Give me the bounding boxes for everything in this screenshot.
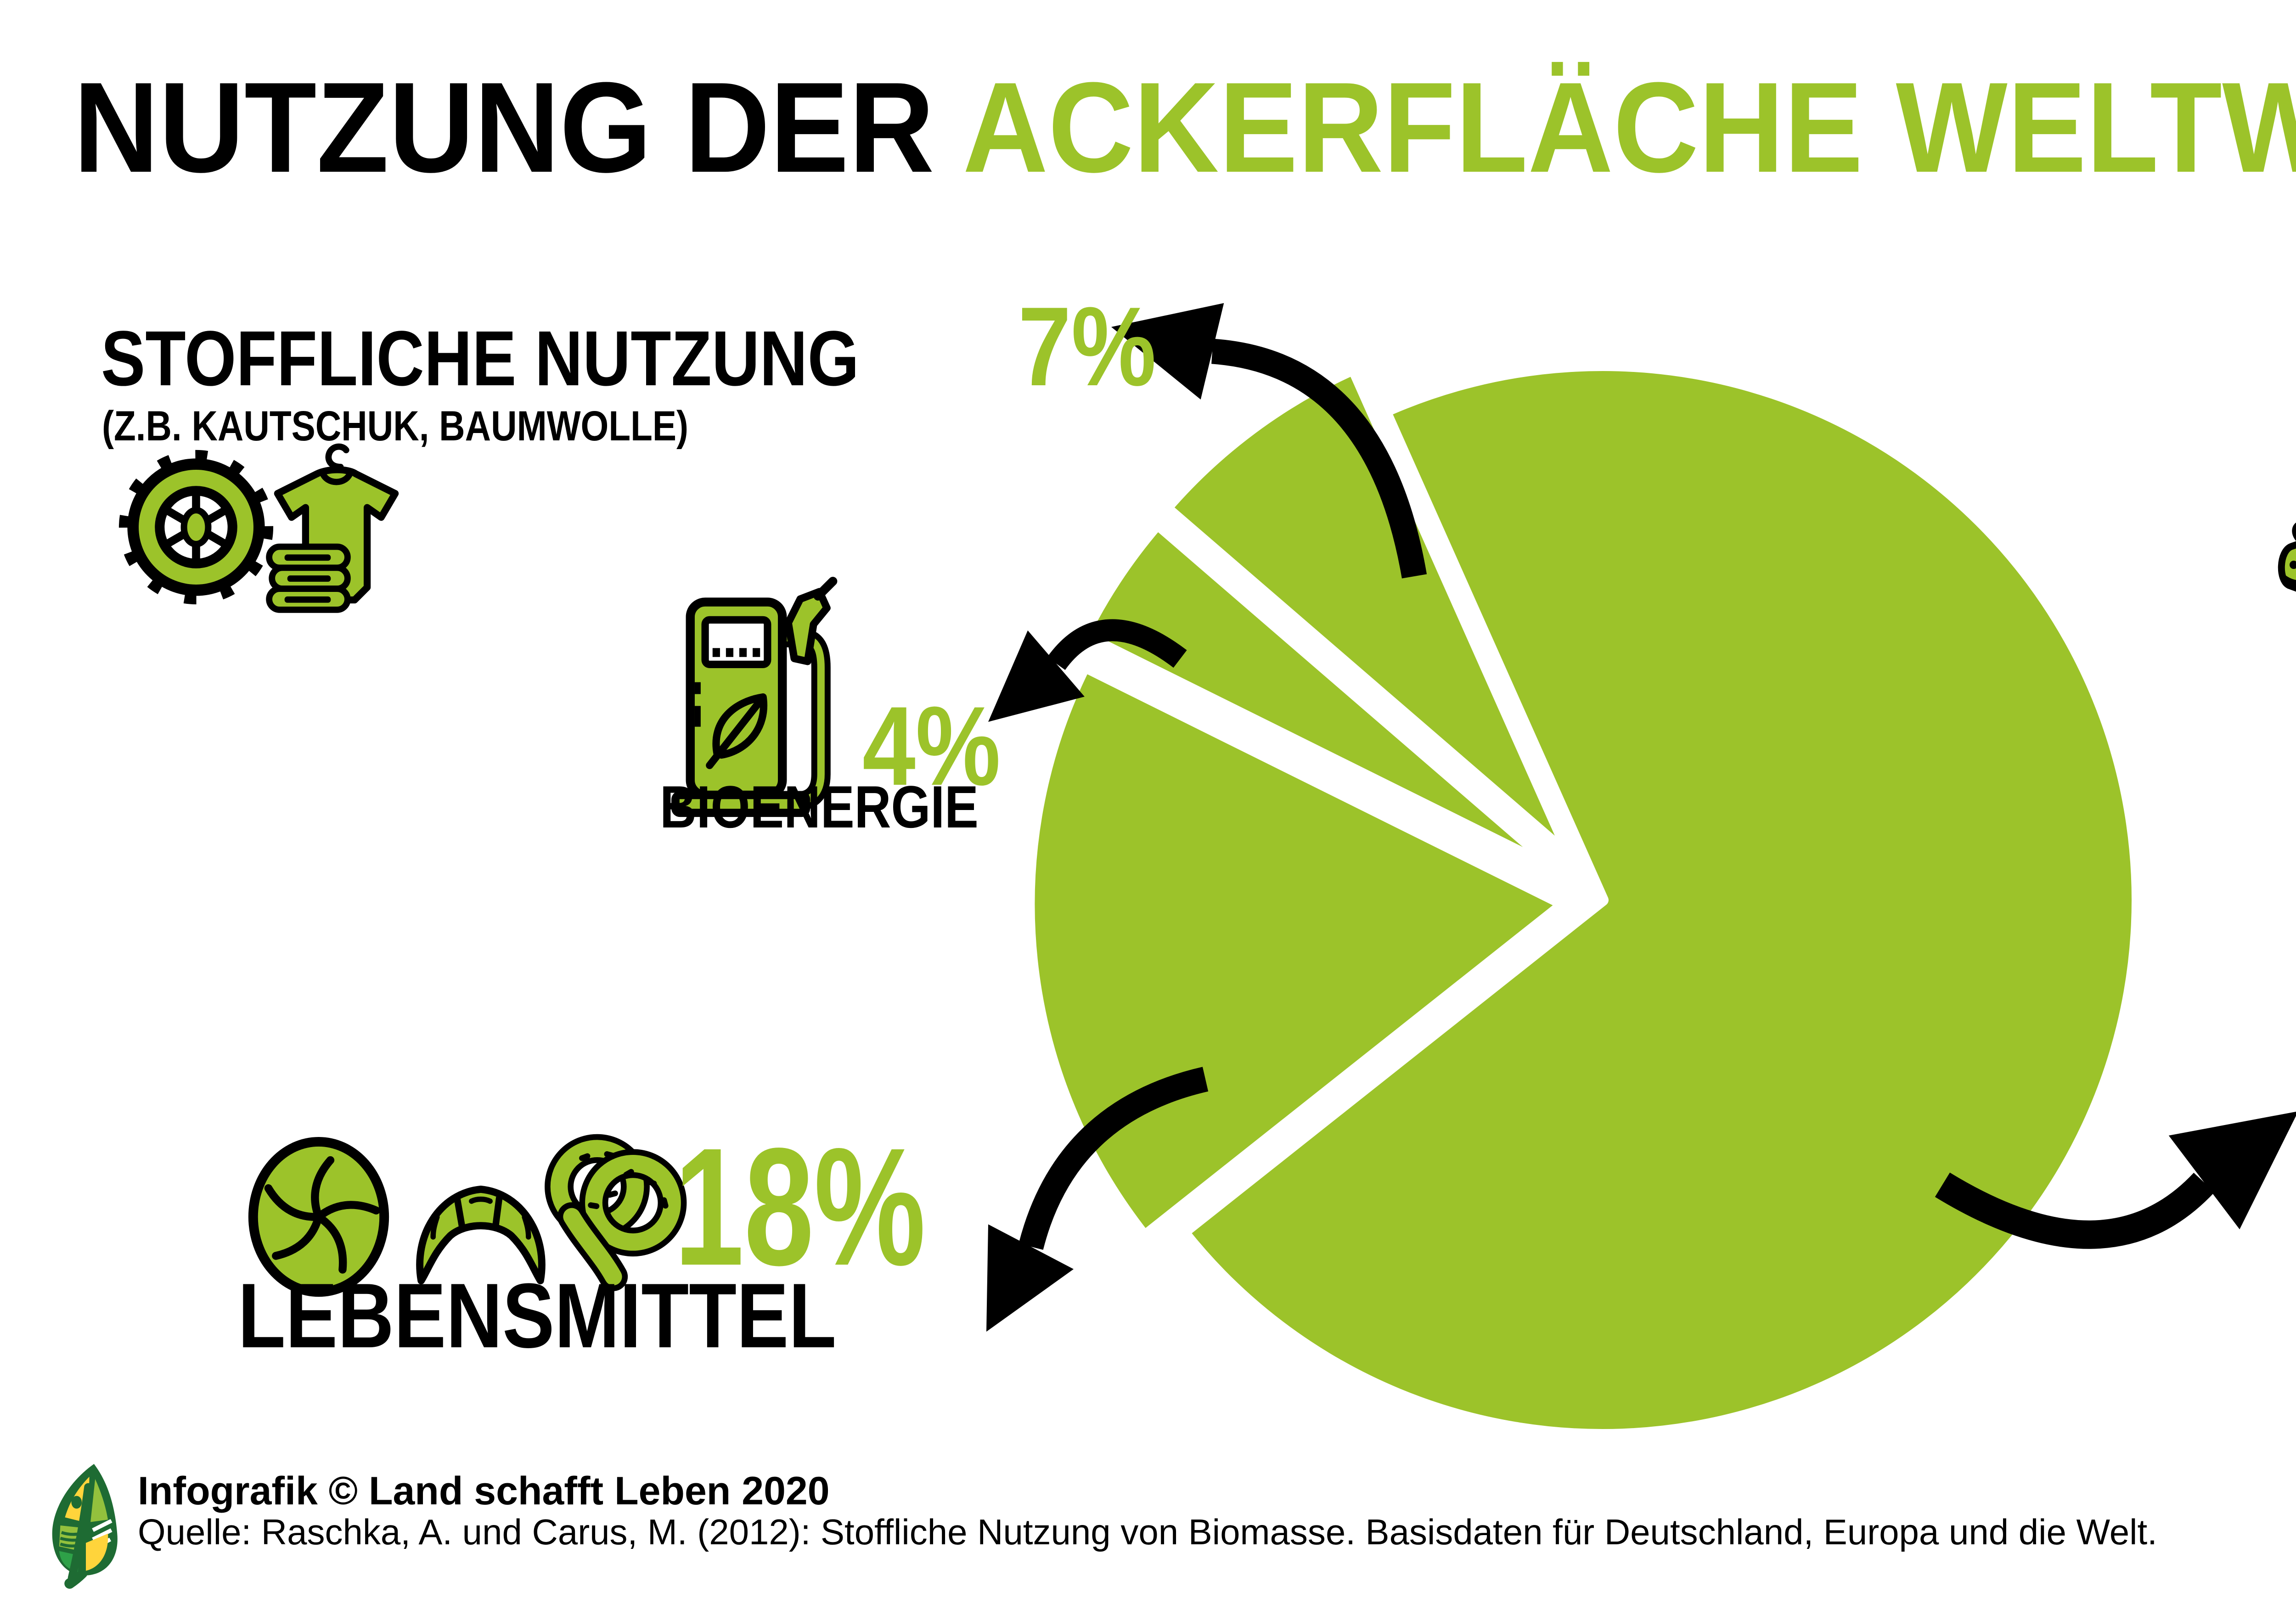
bread-roll-icon (248, 1137, 389, 1297)
stoffliche-label: STOFFLICHE NUTZUNG (101, 315, 859, 402)
bioenergie-value: 4% (862, 683, 1001, 809)
footer-credit: Infografik © Land schafft Leben 2020 (138, 1469, 830, 1513)
title-black: NUTZUNG DER (73, 56, 934, 199)
cow-icon (2278, 523, 2296, 592)
fuel-pump-icon (671, 577, 838, 817)
animals-icon (2278, 523, 2296, 592)
lebensmittel-value: 18% (674, 1114, 926, 1300)
arrow-to-stoffliche-nutzung (1111, 303, 1427, 579)
stoffliche-value: 7% (1018, 283, 1157, 409)
bioenergie-label: BIOENERGIE (660, 773, 979, 840)
croissant-icon (416, 1185, 546, 1284)
pie-slice-stoffliche-nutzung (1160, 363, 1577, 864)
lebensmittel-label: LEBENSMITTEL (238, 1265, 837, 1367)
arrow-to-bioenergie (988, 619, 1187, 722)
pretzel-icon (545, 1134, 687, 1291)
land-schafft-leben-logo (52, 1464, 118, 1589)
arrow-to-lebensmittel (986, 1067, 1209, 1332)
tshirt-icon (266, 443, 399, 613)
stoffliche-sublabel: (Z.B. KAUTSCHUK, BAUMWOLLE) (102, 403, 689, 450)
tire-icon (118, 450, 274, 605)
section-stoffliche-nutzung: STOFFLICHE NUTZUNG 7% (101, 290, 1181, 403)
footer-source: Quelle: Raschka, A. und Carus, M. (2012)… (138, 1512, 2157, 1552)
pie-slice-futtermittel (1177, 359, 2144, 1441)
arrow-to-futtermittel (1935, 1111, 2296, 1249)
title-green: ACKERFLÄCHE WELTWEIT (962, 56, 2296, 199)
